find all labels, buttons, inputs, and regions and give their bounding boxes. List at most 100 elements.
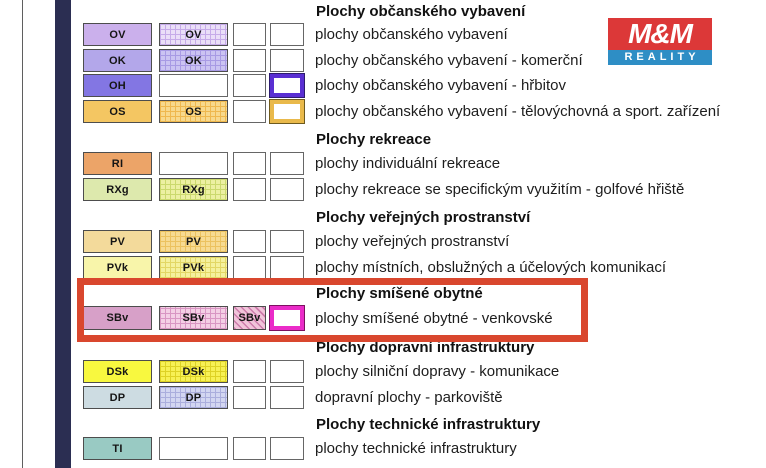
- swatch-TI-3-empty: [233, 437, 266, 460]
- swatch-PV-1-solid: PV: [83, 230, 152, 253]
- legend-item-label-PVk: plochy místních, obslužných a účelových …: [315, 259, 666, 276]
- swatch-code-label: PV: [109, 235, 126, 248]
- mm-reality-logo: M&M REALITY: [608, 18, 712, 65]
- legend-item-label-RI: plochy individuální rekreace: [315, 155, 501, 172]
- swatch-code-label: RI: [111, 157, 124, 170]
- swatch-RI-4-empty: [270, 152, 304, 175]
- swatch-code-label: OV: [185, 28, 202, 41]
- legend-row-RI: RI plochy individuální rekreace: [0, 152, 766, 175]
- left-rule-line: [22, 0, 23, 468]
- left-navy-bar: [55, 0, 71, 468]
- swatch-code-label: OV: [109, 28, 126, 41]
- section-title-3: Plochy veřejných prostranství: [316, 209, 531, 226]
- swatch-RXg-4-empty: [270, 178, 304, 201]
- swatch-PV-4-empty: [270, 230, 304, 253]
- swatch-DSk-3-empty: [233, 360, 266, 383]
- swatch-code-label: DSk: [182, 365, 205, 378]
- logo-wordmark: M&M: [608, 18, 712, 50]
- swatch-OH-1-solid: OH: [83, 74, 152, 97]
- swatch-OS-4-frame: [269, 99, 305, 124]
- section-title-1: Plochy občanského vybavení: [316, 3, 526, 20]
- swatch-code-label: PVk: [106, 261, 129, 274]
- swatch-OK-2-grid: OK: [159, 49, 228, 72]
- swatch-SBv-1-solid: SBv: [83, 306, 152, 330]
- swatch-TI-4-empty: [270, 437, 304, 460]
- legend-row-OV: OV OV plochy občanského vybavení: [0, 23, 766, 46]
- swatch-PVk-1-solid: PVk: [83, 256, 152, 279]
- swatch-RI-2-empty: [159, 152, 228, 175]
- swatch-code-label: TI: [112, 442, 123, 455]
- swatch-DSk-4-empty: [270, 360, 304, 383]
- swatch-PVk-3-empty: [233, 256, 266, 279]
- swatch-code-label: SBv: [238, 312, 261, 324]
- legend-row-RXg: RXg RXg plochy rekreace se specifickým vyu…: [0, 178, 766, 201]
- swatch-OV-2-grid: OV: [159, 23, 228, 46]
- swatch-OV-3-empty: [233, 23, 266, 46]
- legend-item-label-OH: plochy občanského vybavení - hřbitov: [315, 77, 566, 94]
- swatch-SBv-2-grid: SBv: [159, 306, 228, 330]
- swatch-OV-1-solid: OV: [83, 23, 152, 46]
- swatch-DP-3-empty: [233, 386, 266, 409]
- swatch-RXg-1-solid: RXg: [83, 178, 152, 201]
- swatch-code-label: DP: [109, 391, 126, 404]
- section-title-2: Plochy rekreace: [316, 131, 432, 148]
- swatch-code-label: RXg: [182, 183, 205, 196]
- swatch-RXg-2-grid: RXg: [159, 178, 228, 201]
- swatch-code-label: OK: [185, 54, 202, 67]
- legend-item-label-DSk: plochy silniční dopravy - komunikace: [315, 363, 560, 380]
- swatch-PV-2-grid: PV: [159, 230, 228, 253]
- logo-subtitle: REALITY: [608, 50, 712, 65]
- swatch-RI-3-empty: [233, 152, 266, 175]
- swatch-OH-2-empty: [159, 74, 228, 97]
- swatch-PVk-4-empty: [270, 256, 304, 279]
- legend-row-OS: OS OS plochy občanského vybavení - tělovýc…: [0, 99, 766, 124]
- legend-row-PVk: PVk PVk plochy místních, obslužných a účel…: [0, 256, 766, 279]
- legend-row-DP: DP DP dopravní plochy - parkoviště: [0, 386, 766, 409]
- legend-row-OH: OH plochy občanského vybavení - hřbitov: [0, 73, 766, 98]
- swatch-TI-1-solid: TI: [83, 437, 152, 460]
- section-title-5: Plochy dopravní infrastruktury: [316, 339, 535, 356]
- swatch-code-label: DSk: [106, 365, 129, 378]
- legend-item-label-OV: plochy občanského vybavení: [315, 26, 508, 43]
- swatch-SBv-4-frame: [269, 305, 305, 331]
- swatch-DSk-2-grid: DSk: [159, 360, 228, 383]
- swatch-PVk-2-grid: PVk: [159, 256, 228, 279]
- legend-item-label-OS: plochy občanského vybavení - tělovýchovn…: [315, 103, 721, 120]
- swatch-code-label: OS: [109, 105, 126, 118]
- legend-row-TI: TI plochy technické infrastruktury: [0, 437, 766, 460]
- swatch-OK-1-solid: OK: [83, 49, 152, 72]
- legend-row-PV: PV PV plochy veřejných prostranství: [0, 230, 766, 253]
- swatch-OH-4-frame: [269, 73, 305, 98]
- swatch-PV-3-empty: [233, 230, 266, 253]
- legend-item-label-RXg: plochy rekreace se specifickým využitím …: [315, 181, 685, 198]
- section-title-4: Plochy smíšené obytné: [316, 285, 483, 302]
- swatch-SBv-3-diag: SBv: [233, 306, 266, 330]
- swatch-OK-3-empty: [233, 49, 266, 72]
- swatch-code-label: OK: [109, 54, 126, 67]
- legend-item-label-SBv: plochy smíšené obytné - venkovské: [315, 309, 553, 327]
- section-title-6: Plochy technické infrastruktury: [316, 416, 541, 433]
- legend-item-label-DP: dopravní plochy - parkoviště: [315, 389, 503, 406]
- swatch-OS-3-empty: [233, 100, 266, 123]
- swatch-code-label: OH: [109, 79, 126, 92]
- legend-row-DSk: DSk DSk plochy silniční dopravy - komunika…: [0, 360, 766, 383]
- swatch-OS-2-grid: OS: [159, 100, 228, 123]
- swatch-code-label: SBv: [182, 312, 205, 324]
- legend-row-SBv: SBv SBv SBv plochy smíšené obytné - venkovs…: [0, 305, 766, 331]
- swatch-DP-2-grid: DP: [159, 386, 228, 409]
- swatch-OK-4-empty: [270, 49, 304, 72]
- swatch-code-label: RXg: [106, 183, 129, 196]
- swatch-code-label: PV: [185, 235, 202, 248]
- swatch-RXg-3-empty: [233, 178, 266, 201]
- swatch-DP-1-solid: DP: [83, 386, 152, 409]
- swatch-code-label: OS: [185, 105, 202, 118]
- swatch-OS-1-solid: OS: [83, 100, 152, 123]
- legend-item-label-PV: plochy veřejných prostranství: [315, 233, 510, 250]
- legend-row-OK: OK OK plochy občanského vybavení - komerčn…: [0, 49, 766, 72]
- swatch-code-label: SBv: [106, 312, 129, 324]
- swatch-OH-3-empty: [233, 74, 266, 97]
- swatch-RI-1-solid: RI: [83, 152, 152, 175]
- swatch-DP-4-empty: [270, 386, 304, 409]
- legend-item-label-TI: plochy technické infrastruktury: [315, 440, 517, 457]
